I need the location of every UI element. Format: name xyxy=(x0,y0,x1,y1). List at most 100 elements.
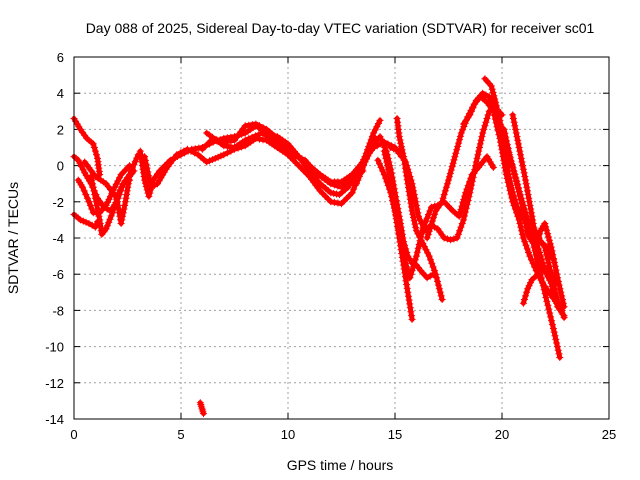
data-point xyxy=(516,191,524,199)
data-point xyxy=(468,177,476,185)
data-point xyxy=(295,154,303,161)
data-point xyxy=(91,194,99,202)
data-point xyxy=(403,281,411,288)
data-point xyxy=(512,129,520,137)
data-point xyxy=(387,189,395,197)
data-point xyxy=(416,216,424,224)
data-point xyxy=(437,292,445,300)
data-point xyxy=(554,274,562,282)
data-point xyxy=(86,201,94,209)
data-point xyxy=(124,180,132,188)
data-point xyxy=(525,249,532,256)
plot-frame xyxy=(73,56,610,420)
data-point xyxy=(433,274,441,282)
data-point xyxy=(211,154,219,162)
data-point xyxy=(510,170,518,178)
data-point xyxy=(399,249,407,256)
data-point xyxy=(136,147,144,155)
data-point xyxy=(245,121,253,129)
data-point xyxy=(400,252,408,260)
data-point xyxy=(521,238,529,246)
data-point xyxy=(471,166,479,174)
data-point xyxy=(507,156,515,164)
data-point xyxy=(484,111,492,119)
data-point xyxy=(555,281,563,289)
data-point xyxy=(479,129,487,137)
data-point xyxy=(407,270,415,278)
data-point xyxy=(365,149,373,157)
data-point xyxy=(542,247,550,255)
data-point xyxy=(118,216,126,224)
x-tick-label: 25 xyxy=(602,427,616,442)
data-point xyxy=(522,241,530,249)
data-point xyxy=(547,243,555,251)
data-point xyxy=(506,152,514,160)
data-point xyxy=(465,193,473,201)
data-point xyxy=(409,183,417,191)
data-point xyxy=(327,180,335,188)
data-point xyxy=(258,129,266,137)
data-point xyxy=(472,162,479,170)
data-point xyxy=(424,231,432,239)
data-point xyxy=(549,251,557,259)
data-point xyxy=(519,234,527,242)
data-point xyxy=(385,185,393,193)
data-point xyxy=(401,256,409,264)
data-point xyxy=(552,335,560,343)
data-point xyxy=(519,165,527,173)
data-point xyxy=(519,207,527,215)
data-point xyxy=(126,162,134,170)
data-point xyxy=(510,118,518,126)
data-point xyxy=(361,158,369,166)
data-point xyxy=(90,144,98,151)
data-point xyxy=(518,199,526,207)
data-point xyxy=(522,223,530,230)
data-point xyxy=(456,209,464,217)
data-point xyxy=(106,215,114,223)
data-point xyxy=(553,339,561,347)
data-point xyxy=(298,155,306,163)
data-point xyxy=(416,237,424,245)
data-point xyxy=(450,156,458,164)
data-point xyxy=(417,233,425,241)
x-tick-label: 10 xyxy=(281,427,295,442)
data-point xyxy=(557,288,565,296)
data-point xyxy=(509,189,517,197)
data-point xyxy=(476,140,484,148)
data-point xyxy=(408,203,415,211)
data-point xyxy=(513,133,521,141)
data-point xyxy=(412,223,420,231)
data-point xyxy=(76,159,84,167)
data-point xyxy=(460,216,467,224)
data-point xyxy=(367,146,375,154)
data-point xyxy=(88,176,96,184)
data-point xyxy=(360,162,368,170)
data-point xyxy=(506,178,514,186)
data-point xyxy=(402,259,410,267)
data-point xyxy=(438,198,446,206)
data-point xyxy=(252,120,260,128)
data-point xyxy=(79,166,87,174)
data-point xyxy=(523,183,531,191)
data-point xyxy=(145,176,153,184)
data-point xyxy=(549,325,557,332)
data-point xyxy=(517,223,525,231)
data-point xyxy=(425,227,433,235)
data-point xyxy=(382,154,390,162)
data-point xyxy=(491,95,499,103)
data-point xyxy=(76,216,84,224)
data-point xyxy=(534,237,542,244)
data-point xyxy=(348,189,356,197)
data-point xyxy=(510,192,518,200)
data-point xyxy=(489,89,497,96)
data-point xyxy=(423,274,431,282)
data-point xyxy=(119,212,126,220)
data-point xyxy=(456,132,464,140)
data-point xyxy=(548,321,556,329)
data-point xyxy=(330,181,338,189)
series-track-8 xyxy=(141,134,380,208)
data-point xyxy=(141,153,149,161)
data-point xyxy=(396,136,404,144)
data-point xyxy=(112,180,120,188)
y-tick-label: -6 xyxy=(52,267,64,282)
